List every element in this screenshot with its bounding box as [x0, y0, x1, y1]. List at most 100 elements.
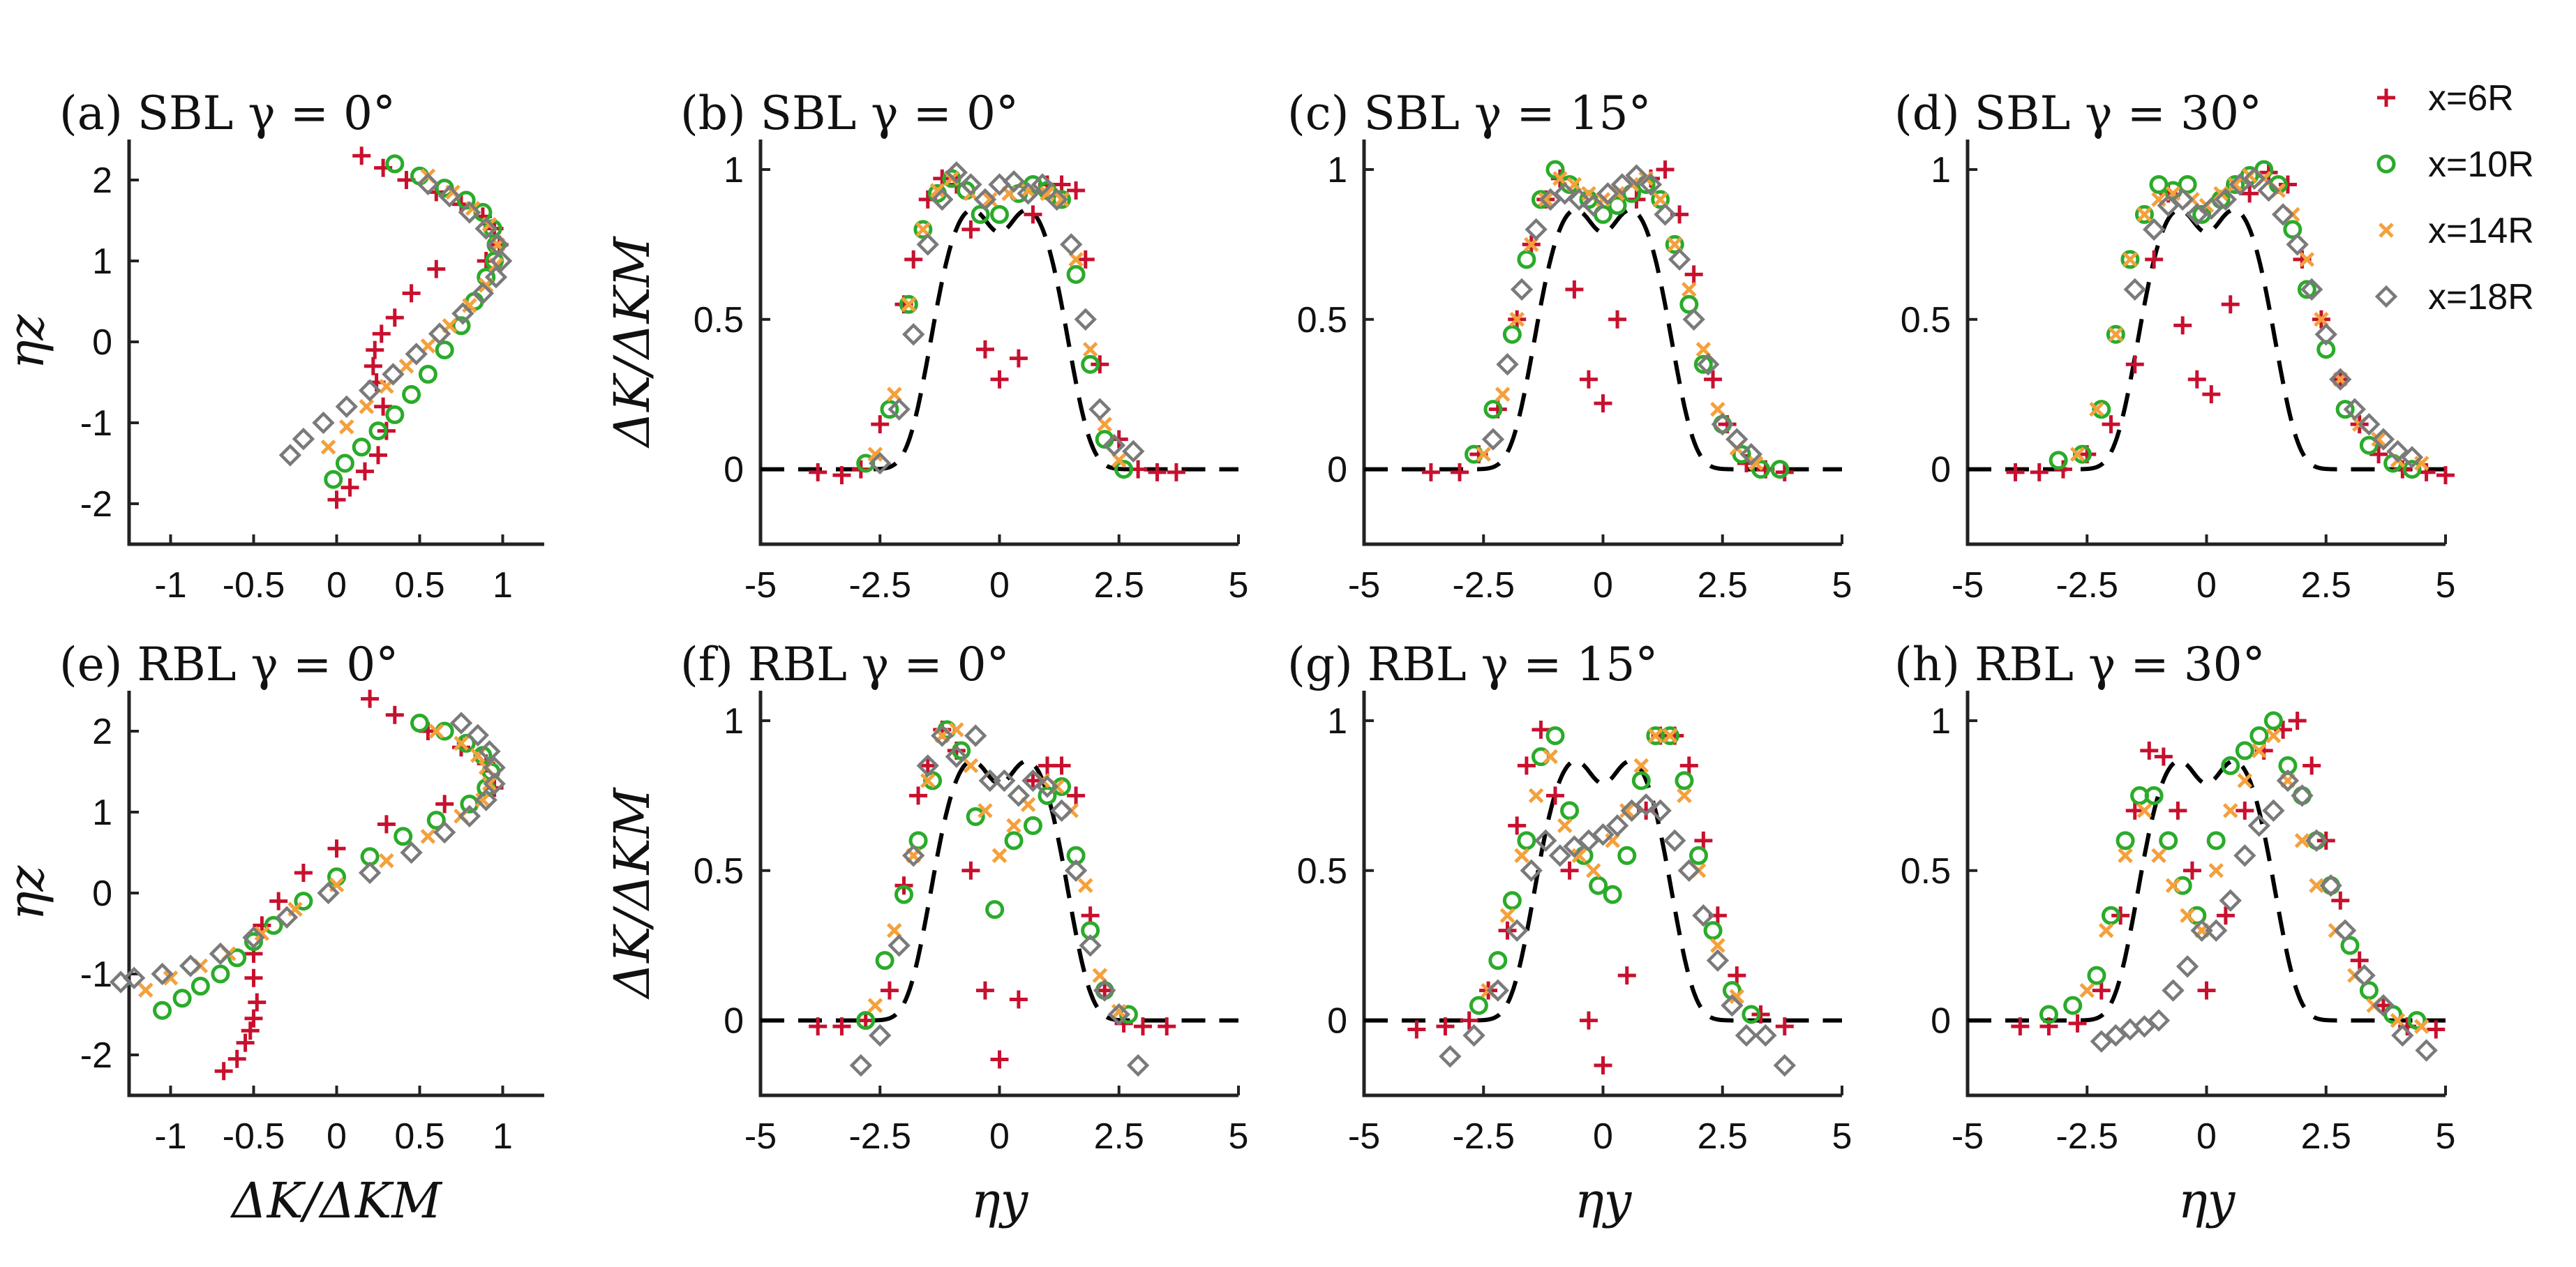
data-point: [975, 340, 994, 359]
data-point: [1773, 1054, 1796, 1077]
data-point: [1496, 353, 1519, 376]
x-tick-label: 5: [1229, 565, 1249, 606]
data-point: [2108, 327, 2124, 343]
data-point: [2039, 1005, 2058, 1024]
data-point: [1111, 452, 1127, 468]
data-point: [1732, 444, 1751, 464]
data-point: [385, 154, 405, 174]
data-point: [908, 831, 928, 850]
data-point: [2122, 252, 2138, 267]
data-point: [474, 788, 497, 811]
data-point: [236, 1033, 255, 1052]
data-point: [931, 188, 954, 211]
data-point: [1017, 182, 1040, 205]
series-x=10R: [1469, 726, 1761, 1024]
data-point: [2154, 747, 2173, 766]
data-point: [190, 976, 210, 996]
data-point: [1439, 1044, 1462, 1068]
data-point: [2372, 994, 2395, 1017]
data-point: [1407, 1020, 1426, 1039]
x-tick-label: 1: [493, 1116, 513, 1157]
legend-entry: x=10R: [2376, 144, 2534, 185]
data-point: [382, 363, 405, 386]
data-point: [1074, 308, 1097, 331]
series-x=18R: [1439, 793, 1796, 1077]
data-point: [368, 421, 388, 441]
data-point: [875, 951, 894, 970]
data-point: [1024, 771, 1042, 790]
data-point: [1710, 401, 1725, 417]
panel-title: (b) SBL γ = 0°: [680, 87, 1019, 140]
data-point: [985, 900, 1005, 920]
panel-f: -5 -2.5 0 2.5 5 0 0.5 1 (f) RBL γ = 0° ΔK/ΔKM ηy: [604, 638, 1248, 1229]
data-point: [359, 399, 375, 414]
x-tick-label: -1: [154, 565, 186, 606]
data-point: [904, 250, 923, 269]
data-point: [1546, 786, 1564, 805]
data-point: [1068, 252, 1084, 267]
data-point: [275, 906, 299, 929]
data-point: [2288, 711, 2307, 730]
data-point: [856, 453, 876, 473]
x-tick-label: 5: [1832, 565, 1852, 606]
data-point: [1502, 891, 1522, 910]
data-point: [971, 204, 990, 224]
data-point: [1064, 859, 1088, 882]
data-point: [2436, 466, 2455, 485]
data-point: [1483, 400, 1503, 419]
y-tick-label: 0.5: [694, 300, 744, 340]
data-point: [1508, 816, 1527, 835]
legend-entry: x=6R: [2377, 78, 2514, 119]
data-point: [978, 769, 1001, 793]
data-point: [402, 284, 421, 303]
x-tick-label: 0.5: [394, 1116, 444, 1157]
legend-marker: [2379, 223, 2394, 238]
data-point: [1651, 190, 1670, 209]
data-point: [1538, 192, 1554, 207]
data-point: [458, 201, 481, 224]
data-point: [153, 1000, 172, 1020]
data-point: [2314, 323, 2337, 346]
data-point: [1078, 878, 1093, 894]
data-point: [2283, 220, 2302, 239]
data-point: [1634, 793, 1658, 816]
data-point: [2079, 982, 2095, 998]
data-point: [1684, 265, 1703, 284]
data-point: [894, 885, 913, 904]
data-point: [1531, 190, 1550, 209]
y-tick-label: 1: [1327, 701, 1347, 742]
reference-curve: [1968, 207, 2446, 472]
data-point: [2407, 1011, 2427, 1030]
data-point: [2136, 803, 2152, 818]
data-point: [869, 451, 892, 475]
data-point: [1660, 726, 1679, 745]
data-point: [2350, 951, 2369, 970]
data-point: [2340, 936, 2360, 955]
data-point: [909, 786, 928, 805]
data-point: [2068, 1014, 2087, 1033]
data-point: [2271, 203, 2295, 226]
data-point: [2226, 174, 2245, 194]
data-point: [2180, 908, 2195, 923]
x-tick-label: -1: [154, 1116, 186, 1157]
data-point: [1608, 196, 1627, 216]
data-point: [963, 758, 979, 774]
data-point: [352, 437, 371, 457]
data-point: [1517, 831, 1536, 850]
data-point: [1649, 799, 1672, 823]
x-tick-label: -2.5: [2055, 1116, 2118, 1157]
legend-label: x=10R: [2428, 144, 2534, 185]
data-point: [1007, 784, 1031, 807]
x-tick-label: -5: [744, 565, 777, 606]
data-point: [1158, 1017, 1176, 1036]
x-tick-label: -5: [1348, 1116, 1380, 1157]
x-axis-label: ηy: [2178, 1172, 2236, 1229]
data-point: [1067, 181, 1086, 200]
data-point: [1648, 728, 1663, 744]
y-tick-label: 0: [1931, 1001, 1951, 1042]
data-point: [916, 233, 939, 256]
panel-b: -5 -2.5 0 2.5 5 0 0.5 1 (b) SBL γ = 0° ΔK/ΔKM: [604, 87, 1248, 606]
data-point: [241, 1021, 260, 1040]
series-x=14R: [320, 168, 506, 455]
legend-entry: x=18R: [2374, 277, 2534, 317]
